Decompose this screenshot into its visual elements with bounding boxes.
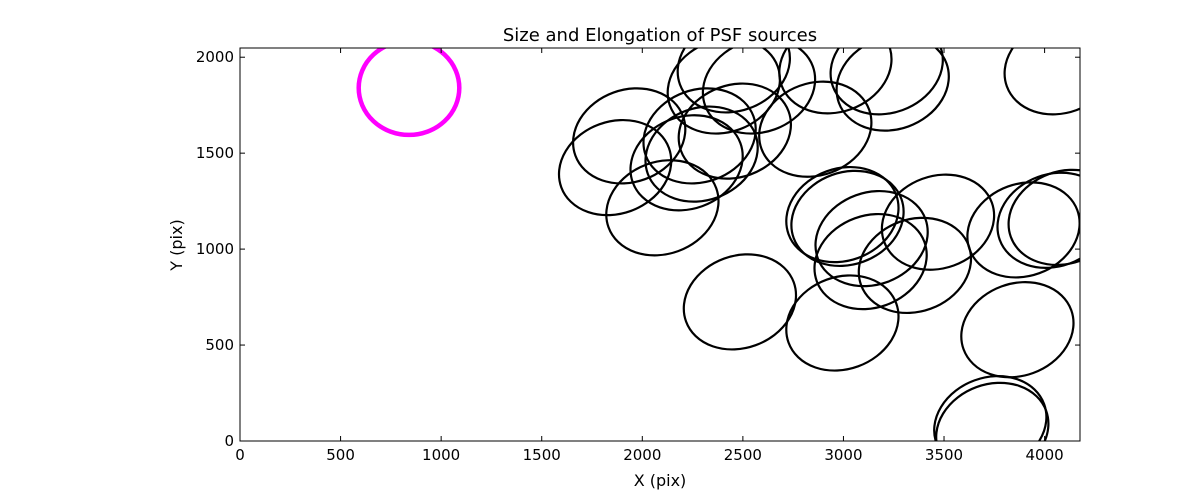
y-tick-label: 2000 — [196, 48, 234, 66]
psf-source-ellipse — [701, 48, 817, 135]
y-axis-label: Y (pix) — [167, 219, 186, 271]
psf-source-ellipse — [966, 181, 1080, 279]
y-tick-label: 500 — [205, 336, 234, 354]
x-tick-label: 1500 — [523, 446, 561, 464]
chart-title: Size and Elongation of PSF sources — [503, 25, 817, 46]
psf-source-ellipse — [1007, 168, 1080, 267]
x-tick-label: 2500 — [724, 446, 762, 464]
psf-source-ellipse — [778, 48, 893, 115]
psf-source-ellipse — [960, 281, 1075, 379]
plot-frame — [239, 47, 1081, 442]
psf-source-ellipse — [935, 381, 1050, 441]
x-tick-label: 2000 — [623, 446, 661, 464]
y-tick-label: 1000 — [196, 240, 234, 258]
psf-source-ellipse — [933, 375, 1048, 441]
psf-source-ellipse — [880, 173, 996, 271]
psf-source-ellipse — [677, 82, 793, 180]
plot-area — [356, 48, 1080, 441]
psf-source-ellipse — [758, 80, 873, 178]
y-tick-label: 0 — [224, 432, 234, 450]
psf-source-ellipse — [813, 212, 928, 311]
psf-source-ellipse — [1003, 48, 1080, 116]
y-axis: 0 500 1000 1500 2000 — [196, 48, 1080, 450]
psf-source-ellipse — [557, 118, 673, 217]
psf-source-ellipse — [682, 253, 798, 351]
x-tick-label: 3000 — [824, 446, 862, 464]
x-axis: 0 500 1000 1500 2000 2500 3000 3500 4000 — [235, 48, 1064, 464]
psf-source-ellipse — [785, 274, 900, 372]
x-tick-label: 0 — [235, 446, 245, 464]
psf-source-ellipse — [676, 48, 792, 114]
x-tick-label: 1000 — [422, 446, 460, 464]
psf-source-ellipse — [835, 48, 950, 132]
psf-source-ellipse — [790, 169, 905, 268]
psf-source-ellipse — [666, 48, 782, 135]
psf-source-ellipse — [814, 189, 929, 288]
x-tick-label: 500 — [326, 446, 355, 464]
x-axis-label: X (pix) — [634, 471, 687, 490]
y-tick-label: 1500 — [196, 144, 234, 162]
psf-source-ellipse — [829, 48, 944, 116]
x-tick-label: 3500 — [925, 446, 963, 464]
x-tick-label: 4000 — [1026, 446, 1064, 464]
reference-circle — [356, 48, 462, 138]
